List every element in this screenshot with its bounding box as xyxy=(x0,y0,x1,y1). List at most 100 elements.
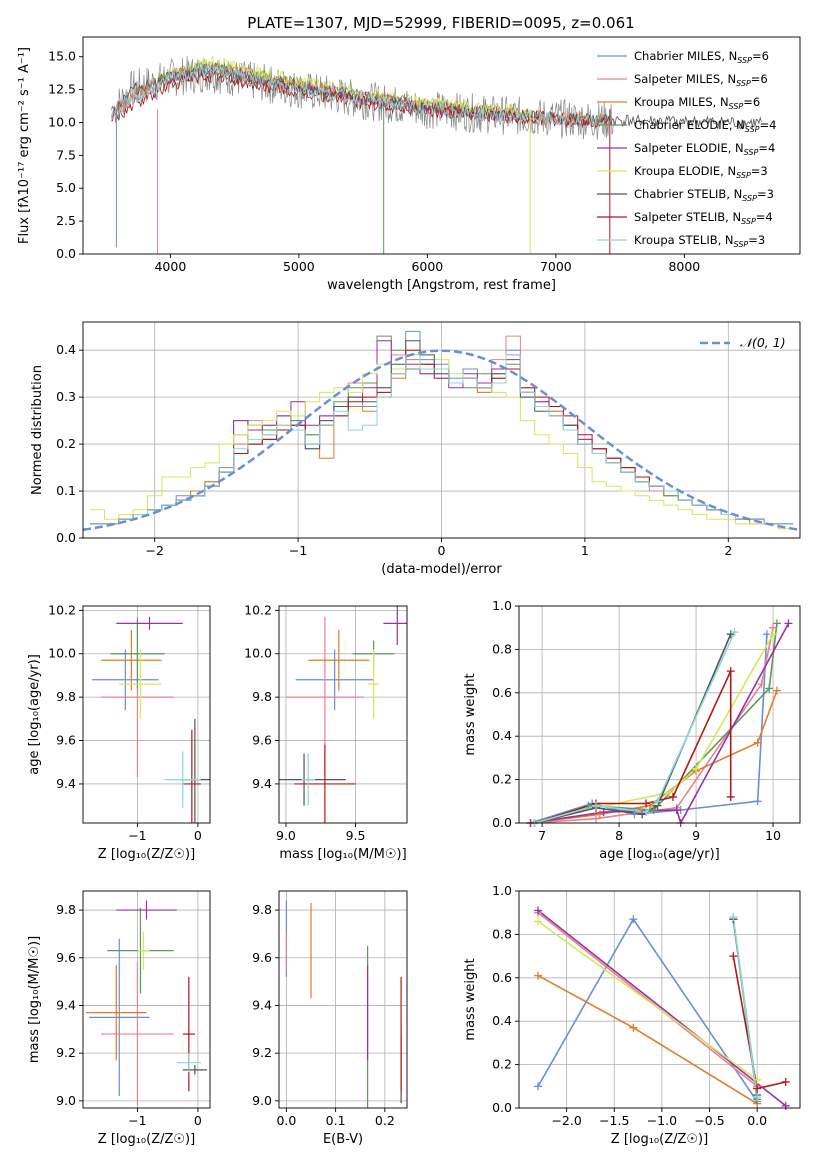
series-line-6 xyxy=(113,66,762,130)
y-tick-label: 9.8 xyxy=(252,902,272,917)
x-tick-label: 0.1 xyxy=(326,1113,346,1128)
x-tick-label: 2 xyxy=(724,543,732,558)
weight-marker xyxy=(753,1093,762,1102)
x-tick-label: 0.2 xyxy=(375,1113,395,1128)
weight-marker xyxy=(649,805,658,814)
x-tick-label: 6000 xyxy=(411,259,443,274)
x-tick-label: 7000 xyxy=(540,259,572,274)
weight-line-0 xyxy=(530,634,768,823)
x-tick-label: 1 xyxy=(581,543,589,558)
x-axis-label: Z [log₁₀(Z/Z☉)] xyxy=(611,1132,708,1147)
legend-text: Salpeter ELODIE, N xyxy=(634,141,744,155)
weight-marker xyxy=(753,1084,762,1093)
weight-line-0 xyxy=(537,917,758,1102)
y-tick-label: 9.6 xyxy=(252,733,272,748)
legend-entry: Salpeter ELODIE, NSSP=4 xyxy=(634,141,775,157)
legend-text: Salpeter MILES, N xyxy=(634,72,736,86)
y-tick-label: 0.6 xyxy=(492,970,512,985)
weight-marker xyxy=(769,630,778,639)
weight-marker xyxy=(534,971,543,980)
y-tick-label: 12.5 xyxy=(48,82,76,97)
weight-marker xyxy=(599,808,608,817)
legend-text: =3 xyxy=(751,164,768,178)
y-tick-label: 0.0 xyxy=(492,815,512,830)
legend-entry: Kroupa ELODIE, NSSP=3 xyxy=(634,164,768,180)
legend-subscript: SSP xyxy=(745,125,760,134)
legend-subscript: SSP xyxy=(741,217,756,226)
x-tick-label: 7 xyxy=(538,828,546,843)
y-tick-label: 0.8 xyxy=(492,641,512,656)
x-tick-label: 9.5 xyxy=(346,828,366,843)
y-tick-label: 0.4 xyxy=(492,1013,512,1028)
x-tick-label: −1.5 xyxy=(599,1113,629,1128)
legend-text: Chabrier STELIB, N xyxy=(634,187,742,201)
legend-entry: Salpeter STELIB, NSSP=4 xyxy=(634,210,773,226)
weight-marker xyxy=(534,906,543,915)
weight-marker xyxy=(729,913,738,922)
x-tick-label: −1 xyxy=(128,828,146,843)
x-tick-label: 9 xyxy=(692,828,700,843)
y-tick-label: 9.4 xyxy=(252,776,272,791)
y-tick-label: 15.0 xyxy=(48,49,76,64)
weight-marker xyxy=(692,764,701,773)
legend-text: Chabrier ELODIE, N xyxy=(634,118,745,132)
x-tick-label: −1.0 xyxy=(647,1113,677,1128)
legend-entry: Kroupa MILES, NSSP=6 xyxy=(634,95,760,111)
weight-marker xyxy=(642,799,651,808)
x-tick-label: 8 xyxy=(615,828,623,843)
gaussian-curve xyxy=(83,349,800,532)
weight-marker xyxy=(591,801,600,810)
y-tick-label: 9.4 xyxy=(56,997,76,1012)
weight-marker xyxy=(784,619,793,628)
legend-text: Chabrier MILES, N xyxy=(634,49,737,63)
legend-subscript: SSP xyxy=(744,148,759,157)
y-tick-label: 9.2 xyxy=(56,1045,76,1060)
y-axis-label: mass [log₁₀(M/M☉)] xyxy=(27,936,42,1063)
weight-marker xyxy=(653,797,662,806)
x-axis-label: E(B-V) xyxy=(323,1132,363,1147)
y-axis-label: mass weight xyxy=(463,673,478,755)
x-tick-label: 0.0 xyxy=(747,1113,767,1128)
weight-marker xyxy=(668,792,677,801)
axes-frame xyxy=(518,605,801,824)
legend-text: Salpeter STELIB, N xyxy=(634,210,741,224)
x-axis-label: (data-model)/error xyxy=(381,562,502,577)
y-axis-label: Normed distribution xyxy=(30,365,45,495)
axes-frame xyxy=(278,890,408,1109)
weight-line-2 xyxy=(537,974,758,1105)
legend-text: =3 xyxy=(748,233,765,247)
weight-marker xyxy=(629,915,638,924)
y-tick-label: 9.8 xyxy=(56,902,76,917)
weight-marker xyxy=(591,814,600,823)
legend-text: =3 xyxy=(757,187,774,201)
x-tick-label: 8000 xyxy=(668,259,700,274)
chart-z-vs-mass: −1 0 9.0 9.2 9.4 9.6 9.8 Z [log₁₀(Z/Z☉)] mass [l… xyxy=(27,890,211,1147)
y-tick-label: 0.6 xyxy=(492,685,512,700)
y-tick-label: 7.5 xyxy=(56,147,76,162)
figure-title: PLATE=1307, MJD=52999, FIBERID=0095, z=0… xyxy=(247,14,634,32)
y-tick-label: 9.8 xyxy=(252,689,272,704)
axes-frame xyxy=(82,890,211,1109)
chart-z-vs-age: −1 0 9.4 9.6 9.8 10.0 10.2 Z [log₁₀(Z/Z☉)] age [… xyxy=(27,602,211,862)
weight-marker xyxy=(781,1101,790,1110)
x-axis-label: wavelength [Angstrom, rest frame] xyxy=(327,278,556,293)
axes-frame xyxy=(82,36,801,255)
weight-marker xyxy=(753,1075,762,1084)
weight-marker xyxy=(781,1077,790,1086)
y-tick-label: 0.0 xyxy=(56,246,76,261)
weight-marker xyxy=(753,797,762,806)
legend-text: =4 xyxy=(760,118,777,132)
y-axis-label: mass weight xyxy=(463,958,478,1040)
y-axis-label: age [log₁₀(age/yr)] xyxy=(27,654,42,775)
legend-text: Kroupa MILES, N xyxy=(634,95,729,109)
y-tick-label: 0.2 xyxy=(56,436,76,451)
y-axis-label: Flux [fλ10⁻¹⁷ erg cm⁻² s⁻¹ A⁻¹] xyxy=(17,47,32,244)
plot-area xyxy=(92,616,210,823)
x-tick-label: 4000 xyxy=(154,259,186,274)
y-tick-label: 9.0 xyxy=(252,1093,272,1108)
weight-line-1 xyxy=(530,627,774,823)
series-line-8 xyxy=(110,64,608,128)
y-tick-label: 9.4 xyxy=(252,997,272,1012)
y-tick-label: 9.0 xyxy=(56,1093,76,1108)
y-tick-label: 0.8 xyxy=(492,926,512,941)
